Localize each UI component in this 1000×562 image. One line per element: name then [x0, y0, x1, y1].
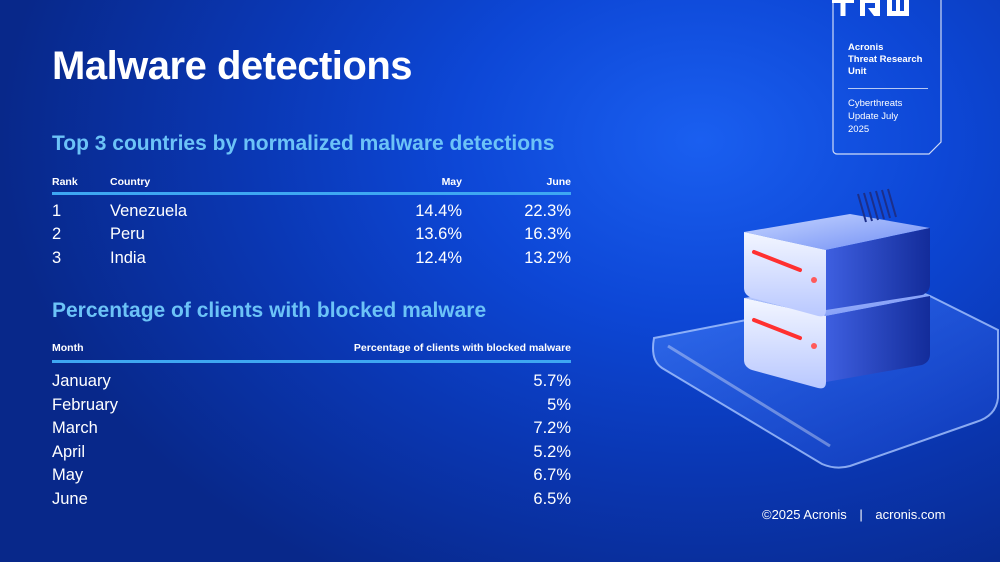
col-may: May — [441, 176, 462, 188]
table-row: 3 India 12.4% 13.2% — [52, 249, 571, 271]
clients-table-rule — [52, 360, 571, 363]
badge-subtitle: Cyberthreats Update July 2025 — [848, 97, 928, 136]
table-row: 2 Peru 13.6% 16.3% — [52, 225, 571, 247]
month-cell: February — [52, 396, 119, 414]
table-row: 1 Venezuela 14.4% 22.3% — [52, 202, 571, 224]
badge-sub-line: Update July — [848, 111, 899, 122]
june-cell: 22.3% — [524, 202, 571, 220]
country-cell: Venezuela — [110, 202, 188, 220]
table-row: May 6.7% — [52, 466, 571, 488]
table-row: January 5.7% — [52, 372, 571, 394]
month-cell: March — [52, 419, 98, 437]
badge-sub-line: Cyberthreats — [848, 98, 903, 109]
percentage-cell: 6.7% — [533, 466, 571, 484]
table-row: February 5% — [52, 396, 571, 418]
may-cell: 14.4% — [415, 202, 462, 220]
col-june: June — [546, 176, 571, 188]
tru-logo-icon — [832, 0, 909, 16]
rank-cell: 3 — [52, 249, 62, 267]
table-row: March 7.2% — [52, 419, 571, 441]
country-cell: India — [110, 249, 146, 267]
june-cell: 13.2% — [524, 249, 571, 267]
badge-org-line: Unit — [848, 66, 867, 77]
tru-badge: Acronis Threat Research Unit Cyberthreat… — [832, 0, 942, 155]
badge-frame — [832, 0, 942, 155]
table-row: June 6.5% — [52, 490, 571, 512]
badge-sub-line: 2025 — [848, 124, 870, 135]
footer-separator: | — [859, 507, 863, 522]
june-cell: 16.3% — [524, 225, 571, 243]
month-cell: April — [52, 443, 86, 461]
table-row: April 5.2% — [52, 443, 571, 465]
countries-heading: Top 3 countries by normalized malware de… — [52, 132, 555, 155]
percentage-cell: 5.7% — [533, 372, 571, 390]
month-cell: January — [52, 372, 111, 390]
footer-copyright: ©2025 Acronis — [762, 507, 847, 522]
server-stack-icon — [652, 188, 999, 469]
may-cell: 13.6% — [415, 225, 462, 243]
footer: ©2025 Acronis | acronis.com — [762, 507, 945, 522]
percentage-cell: 6.5% — [533, 490, 571, 508]
month-cell: May — [52, 466, 84, 484]
badge-divider — [848, 88, 928, 89]
countries-table-header: Rank Country May June — [52, 176, 571, 190]
clients-table-header: Month Percentage of clients with blocked… — [52, 342, 571, 356]
percentage-cell: 7.2% — [533, 419, 571, 437]
countries-table-rule — [52, 192, 571, 195]
col-rank: Rank — [52, 176, 78, 188]
col-percentage: Percentage of clients with blocked malwa… — [353, 342, 571, 354]
badge-org-line: Acronis — [848, 42, 884, 53]
rank-cell: 1 — [52, 202, 62, 220]
badge-org-line: Threat Research — [848, 54, 923, 65]
clients-heading: Percentage of clients with blocked malwa… — [52, 299, 487, 322]
col-month: Month — [52, 342, 84, 354]
rank-cell: 2 — [52, 225, 62, 243]
country-cell: Peru — [110, 225, 145, 243]
may-cell: 12.4% — [415, 249, 462, 267]
month-cell: June — [52, 490, 88, 508]
page-title: Malware detections — [52, 44, 413, 88]
percentage-cell: 5% — [547, 396, 571, 414]
footer-site-link[interactable]: acronis.com — [875, 507, 946, 522]
col-country: Country — [110, 176, 151, 188]
badge-organization: Acronis Threat Research Unit — [848, 42, 938, 78]
percentage-cell: 5.2% — [533, 443, 571, 461]
